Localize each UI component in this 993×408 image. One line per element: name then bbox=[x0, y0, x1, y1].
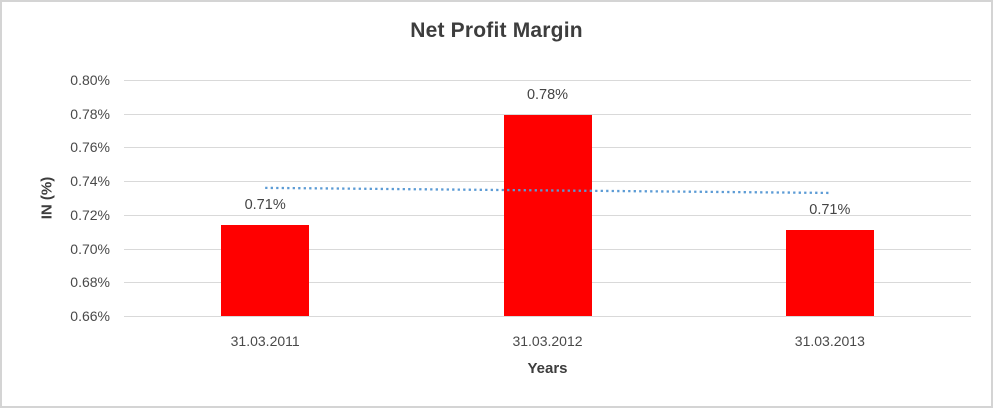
y-tick-label: 0.72% bbox=[70, 206, 110, 223]
y-tick-label: 0.78% bbox=[70, 105, 110, 122]
y-gridline bbox=[124, 316, 971, 317]
y-tick-label: 0.80% bbox=[70, 72, 110, 88]
bar bbox=[785, 230, 874, 316]
x-tick-label: 31.03.2013 bbox=[794, 333, 865, 349]
x-tick-label: 31.03.2012 bbox=[512, 333, 583, 349]
y-tick-label: 0.68% bbox=[70, 274, 110, 291]
bar-value-label: 0.78% bbox=[526, 87, 569, 104]
bar bbox=[221, 224, 310, 316]
y-gridline bbox=[124, 80, 971, 81]
bar bbox=[503, 115, 592, 316]
y-tick-label: 0.70% bbox=[70, 240, 110, 257]
chart-title: Net Profit Margin bbox=[410, 19, 583, 42]
bar-value-label: 0.71% bbox=[244, 196, 286, 213]
x-tick-label: 31.03.2011 bbox=[230, 333, 300, 349]
y-tick-label: 0.76% bbox=[70, 139, 110, 156]
y-tick-label: 0.74% bbox=[70, 173, 110, 190]
bar-value-label: 0.71% bbox=[809, 202, 851, 219]
y-tick-label: 0.66% bbox=[70, 308, 110, 324]
x-axis-title: Years bbox=[527, 360, 568, 377]
